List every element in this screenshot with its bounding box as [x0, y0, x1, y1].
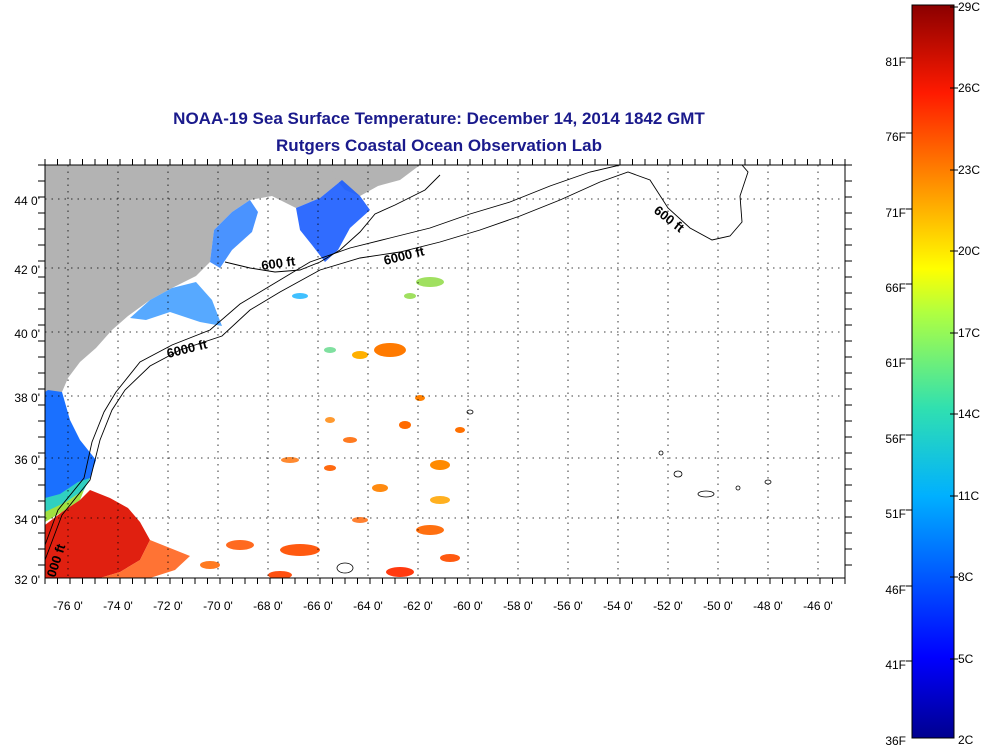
map-title: NOAA-19 Sea Surface Temperature: Decembe…: [173, 109, 705, 128]
celsius-label: 2C: [958, 733, 974, 747]
fahrenheit-label: 66F: [885, 281, 906, 295]
lat-label: 44 0': [14, 194, 40, 208]
lon-label: -56 0': [553, 599, 583, 613]
celsius-label: 8C: [958, 570, 974, 584]
colorbar-ticks: [906, 6, 958, 662]
cool-water-nc: [45, 478, 90, 515]
isobath-label: 6000 ft: [165, 336, 209, 361]
fahrenheit-label: 36F: [885, 734, 906, 748]
lon-label: -46 0': [803, 599, 833, 613]
color-bar: [911, 4, 955, 739]
cold-water-nc: [45, 390, 96, 500]
cold-water-shelf-1: [210, 200, 258, 268]
lon-label: -50 0': [703, 599, 733, 613]
fahrenheit-label: 56F: [885, 432, 906, 446]
celsius-label: 11C: [958, 489, 979, 503]
lon-label: -72 0': [153, 599, 183, 613]
colorbar-fahrenheit-labels: 81F 76F 71F 66F 61F 56F 51F 46F 41F 36F: [885, 55, 906, 748]
lon-label: -60 0': [453, 599, 483, 613]
lon-label: -66 0': [303, 599, 333, 613]
isobath-label: 600 ft: [260, 253, 296, 273]
lon-label: -52 0': [653, 599, 683, 613]
lon-label: -54 0': [603, 599, 633, 613]
celsius-label: 17C: [958, 326, 980, 340]
lon-label: -70 0': [203, 599, 233, 613]
fahrenheit-label: 61F: [885, 356, 906, 370]
isobath-label: 6000 ft: [382, 243, 426, 268]
land-mass-north: [330, 165, 420, 196]
latitude-labels: 32 0' 34 0' 36 0' 38 0' 40 0' 42 0' 44 0…: [14, 194, 40, 587]
cold-water-gulf-of-maine: [296, 180, 370, 262]
lat-label: 32 0': [14, 573, 40, 587]
lat-label: 38 0': [14, 391, 40, 405]
isobath-lines: [45, 165, 749, 561]
lon-label: -48 0': [753, 599, 783, 613]
celsius-label: 23C: [958, 163, 980, 177]
lon-label: -62 0': [403, 599, 433, 613]
axis-ticks: [38, 159, 852, 584]
fahrenheit-label: 46F: [885, 583, 906, 597]
celsius-label: 29C: [958, 0, 980, 14]
lat-label: 40 0': [14, 327, 40, 341]
fahrenheit-label: 81F: [885, 55, 906, 69]
longitude-labels: -76 0' -74 0' -72 0' -70 0' -68 0' -66 0…: [53, 599, 833, 613]
green-band: [45, 490, 84, 522]
land-mass: [45, 165, 342, 500]
fahrenheit-label: 41F: [885, 658, 906, 672]
colorbar-celsius-labels: 29C 26C 23C 20C 17C 14C 11C 8C 5C 2C: [958, 0, 980, 747]
offshore-sst-patches: [200, 277, 465, 578]
celsius-label: 5C: [958, 652, 974, 666]
seamount-contours: [336, 409, 772, 574]
map-subtitle: Rutgers Coastal Ocean Observation Lab: [276, 136, 602, 155]
isobath-label: 600 ft: [651, 203, 688, 236]
lon-label: -64 0': [353, 599, 383, 613]
celsius-label: 20C: [958, 244, 980, 258]
lat-label: 36 0': [14, 453, 40, 467]
cold-water-shelf-2: [130, 282, 222, 326]
lon-label: -74 0': [103, 599, 133, 613]
fahrenheit-label: 76F: [885, 130, 906, 144]
fahrenheit-label: 51F: [885, 507, 906, 521]
lat-label: 42 0': [14, 263, 40, 277]
celsius-label: 26C: [958, 81, 980, 95]
lat-label: 34 0': [14, 513, 40, 527]
fahrenheit-label: 71F: [885, 206, 906, 220]
lon-label: -76 0': [53, 599, 83, 613]
lon-label: -58 0': [503, 599, 533, 613]
warm-water-fringe: [100, 540, 190, 578]
celsius-label: 14C: [958, 407, 980, 421]
warm-water-gulf-stream: [45, 490, 150, 578]
lon-label: -68 0': [253, 599, 283, 613]
